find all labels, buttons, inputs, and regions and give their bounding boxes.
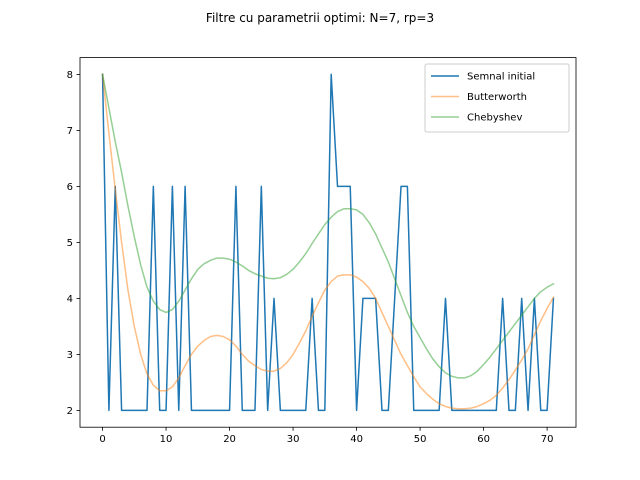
chart-title: Filtre cu parametrii optimi: N=7, rp=3 bbox=[206, 11, 434, 25]
x-tick-label: 70 bbox=[541, 434, 554, 445]
y-tick-label: 7 bbox=[67, 126, 73, 137]
series-line-3 bbox=[101, 73, 555, 379]
legend-box bbox=[424, 63, 570, 133]
x-tick-label: 50 bbox=[414, 434, 427, 445]
x-tick-label: 40 bbox=[350, 434, 363, 445]
y-tick-label: 4 bbox=[67, 294, 73, 305]
series-line-1 bbox=[101, 73, 555, 412]
x-tick-label: 60 bbox=[477, 434, 490, 445]
y-tick-label: 6 bbox=[67, 182, 73, 193]
x-tick-label: 30 bbox=[287, 434, 300, 445]
axes-layer: 0 10 20 30 40 50 60 70 2 3 4 5 6 7 8 bbox=[67, 57, 577, 445]
series-line-2 bbox=[101, 73, 555, 410]
x-tick-label: 20 bbox=[223, 434, 236, 445]
legend-label-1: Semnal initial bbox=[467, 72, 535, 83]
y-tick-label: 2 bbox=[67, 406, 73, 417]
x-tick-label: 10 bbox=[160, 434, 173, 445]
y-tick-label: 5 bbox=[67, 238, 73, 249]
y-tick-label: 3 bbox=[67, 350, 73, 361]
y-tick-label: 8 bbox=[67, 70, 73, 81]
x-tick-label: 0 bbox=[99, 434, 105, 445]
legend-label-2: Butterworth bbox=[467, 92, 527, 103]
legend: Semnal initial Butterworth Chebyshev bbox=[424, 63, 570, 133]
series-layer bbox=[101, 73, 555, 412]
legend-label-3: Chebyshev bbox=[467, 113, 522, 124]
